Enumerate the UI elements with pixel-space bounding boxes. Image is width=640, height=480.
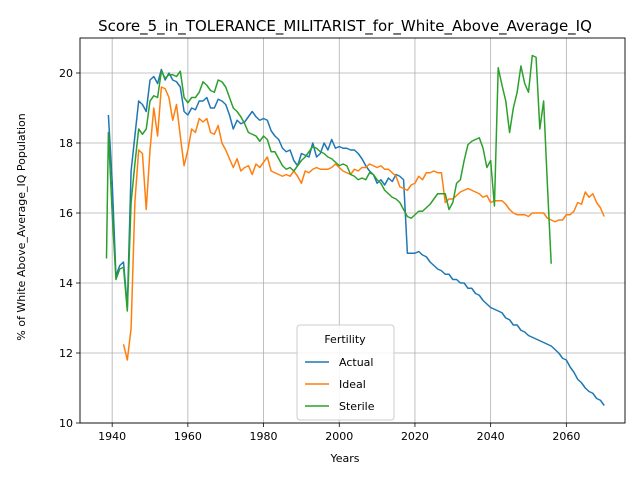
x-axis: 1940 1960 1980 2000 2020 2040 2060 xyxy=(98,423,580,443)
y-tick-label: 18 xyxy=(59,137,73,150)
series-layer xyxy=(105,54,605,406)
series-line-actual xyxy=(107,68,605,406)
x-tick-label: 2000 xyxy=(325,430,353,443)
x-tick-label: 2040 xyxy=(477,430,505,443)
series-line-ideal xyxy=(122,86,605,361)
y-tick-label: 16 xyxy=(59,207,73,220)
x-tick-label: 1960 xyxy=(174,430,202,443)
legend-label-sterile: Sterile xyxy=(339,400,375,413)
series-line-sterile xyxy=(105,54,552,312)
y-tick-label: 10 xyxy=(59,417,73,430)
y-tick-label: 20 xyxy=(59,67,73,80)
legend-label-actual: Actual xyxy=(339,356,373,369)
legend-title: Fertility xyxy=(324,333,366,346)
y-axis: 10 12 14 16 18 20 xyxy=(59,67,80,430)
x-tick-label: 1940 xyxy=(98,430,126,443)
x-tick-label: 2060 xyxy=(552,430,580,443)
legend-items: Actual Ideal Sterile xyxy=(305,356,375,413)
legend-label-ideal: Ideal xyxy=(339,378,366,391)
y-tick-label: 14 xyxy=(59,277,73,290)
x-tick-label: 2020 xyxy=(401,430,429,443)
legend: Fertility Actual Ideal Sterile xyxy=(296,324,395,421)
y-axis-label: % of White Above_Average_IQ Population xyxy=(15,113,28,340)
y-tick-label: 12 xyxy=(59,347,73,360)
chart-title: Score_5_in_TOLERANCE_MILITARIST_for_Whit… xyxy=(98,17,592,36)
x-axis-label: Years xyxy=(329,452,359,465)
x-tick-label: 1980 xyxy=(250,430,278,443)
plot-frame xyxy=(79,37,626,424)
legend-box xyxy=(296,324,395,421)
